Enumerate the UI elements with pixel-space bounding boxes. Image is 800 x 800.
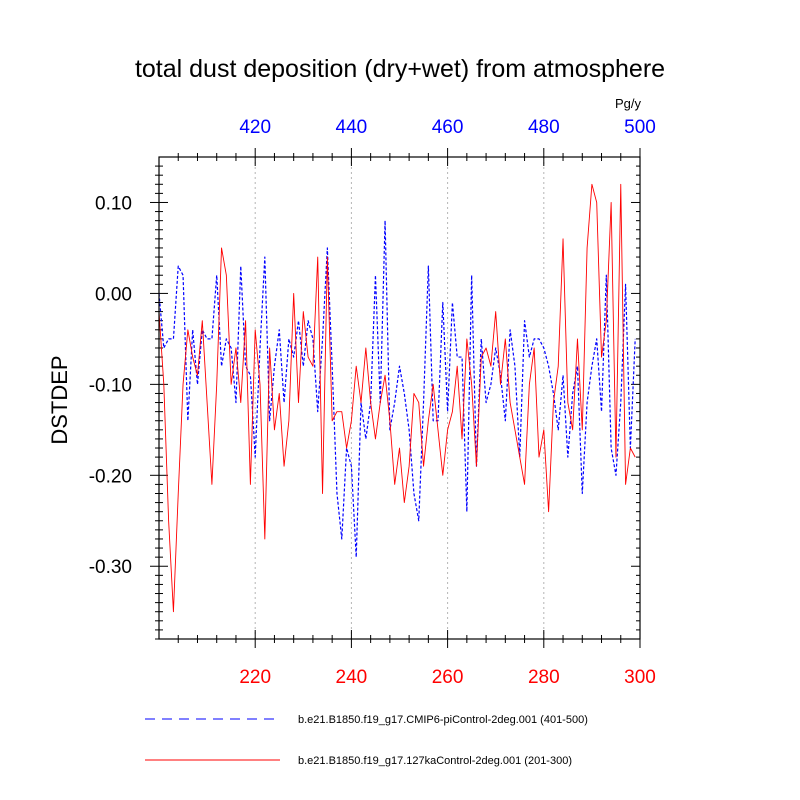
bottom-tick-label: 260: [432, 667, 464, 688]
series-lines: [158, 183, 636, 613]
bottom-tick-label: 240: [336, 667, 368, 688]
series-line-red: [158, 183, 636, 613]
legend: b.e21.B1850.f19_g17.CMIP6-piControl-2deg…: [145, 714, 588, 767]
top-tick-label: 460: [432, 117, 464, 138]
bottom-tick-label: 280: [528, 667, 560, 688]
y-tick-label: -0.10: [89, 375, 132, 396]
grid: [254, 157, 545, 639]
units-label: Pg/y: [615, 96, 642, 111]
chart-title: total dust deposition (dry+wet) from atm…: [135, 55, 665, 83]
top-tick-label: 500: [624, 117, 656, 138]
top-tick-label: 440: [336, 117, 368, 138]
series-line-blue: [158, 220, 636, 558]
y-tick-label: -0.30: [89, 557, 132, 578]
top-tick-label: 420: [239, 117, 271, 138]
top-tick-label: 480: [528, 117, 560, 138]
legend-label-red: b.e21.B1850.f19_g17.127kaControl-2deg.00…: [298, 755, 572, 767]
y-tick-label: -0.20: [89, 466, 132, 487]
axis-tick-labels: 0.10 0.00 -0.10 -0.20 -0.30 220 240 260 280 300 42…: [89, 117, 656, 688]
plot-frame: [158, 156, 641, 640]
y-tick-label: 0.00: [95, 284, 132, 305]
y-tick-label: 0.10: [95, 193, 132, 214]
legend-label-blue: b.e21.B1850.f19_g17.CMIP6-piControl-2deg…: [298, 714, 588, 726]
bottom-tick-label: 300: [624, 667, 656, 688]
y-axis-label: DSTDEP: [47, 355, 72, 444]
axis-ticks: [150, 148, 641, 648]
bottom-tick-label: 220: [239, 667, 271, 688]
